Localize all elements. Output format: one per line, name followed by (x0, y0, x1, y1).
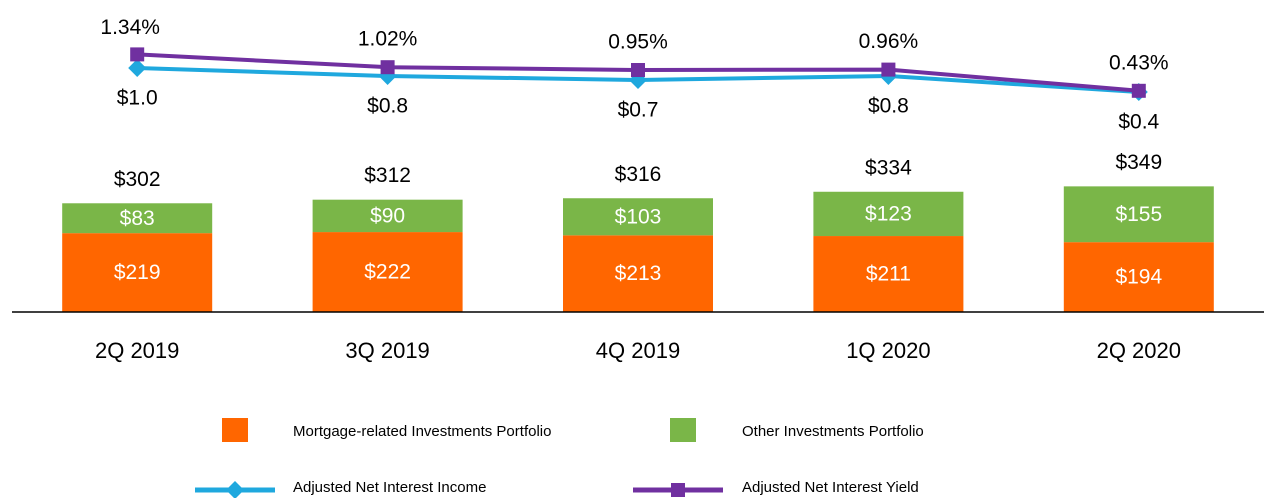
x-tick-label: 2Q 2020 (1097, 338, 1181, 363)
legend-marker (671, 483, 685, 497)
line-marker (380, 60, 395, 75)
bar-value-label: $83 (120, 207, 155, 230)
line-marker (881, 62, 896, 77)
line-value-label: $0.7 (618, 99, 659, 122)
total-label: $334 (865, 156, 912, 179)
line-marker (1131, 83, 1146, 98)
bar-value-label: $155 (1115, 203, 1162, 226)
line-value-label: 0.95% (608, 31, 668, 54)
bar-segment (62, 203, 213, 234)
line-value-label: $0.8 (367, 95, 408, 118)
total-label: $316 (615, 163, 662, 186)
line-value-label: $1.0 (117, 87, 158, 110)
bar-segment (563, 235, 713, 312)
line-marker (130, 47, 145, 62)
total-label: $312 (364, 164, 411, 187)
legend-swatch (222, 418, 248, 442)
legend-label: Other Investments Portfolio (742, 423, 924, 440)
x-tick-label: 4Q 2019 (596, 338, 680, 363)
bar-value-label: $222 (364, 261, 411, 284)
bar-segment (563, 198, 713, 236)
x-tick-label: 3Q 2019 (345, 338, 429, 363)
bar-segment (813, 236, 964, 312)
bar-value-label: $123 (865, 202, 912, 225)
legend-label: Mortgage-related Investments Portfolio (293, 423, 551, 440)
bar-segment (312, 199, 463, 233)
bar-value-label: $90 (370, 204, 405, 227)
legend-label: Adjusted Net Interest Income (293, 479, 486, 496)
legend-swatch (670, 418, 696, 442)
total-label: $302 (114, 168, 161, 191)
bar-value-label: $219 (114, 261, 161, 284)
bar-value-label: $211 (866, 263, 911, 286)
bar-value-label: $213 (615, 262, 662, 285)
legend-marker (226, 481, 244, 498)
x-tick-label: 1Q 2020 (846, 338, 930, 363)
line-value-label: $0.8 (868, 95, 909, 118)
line-value-label: 0.96% (859, 30, 919, 53)
bar-segment (813, 191, 964, 237)
line-value-label: $0.4 (1118, 111, 1159, 134)
bar-value-label: $194 (1115, 266, 1162, 289)
total-label: $349 (1115, 151, 1162, 174)
bar-value-label: $103 (615, 205, 662, 228)
line-value-label: 0.43% (1109, 51, 1169, 74)
line-value-label: 1.02% (358, 28, 418, 51)
bar-segment (1063, 242, 1214, 312)
line-marker (631, 63, 645, 77)
line-value-label: 1.34% (100, 16, 160, 39)
legend-label: Adjusted Net Interest Yield (742, 479, 919, 496)
bar-segment (312, 232, 463, 312)
bar-segment (1063, 186, 1214, 243)
bar-segment (62, 233, 213, 312)
line-marker (128, 59, 147, 77)
x-tick-label: 2Q 2019 (95, 338, 179, 363)
